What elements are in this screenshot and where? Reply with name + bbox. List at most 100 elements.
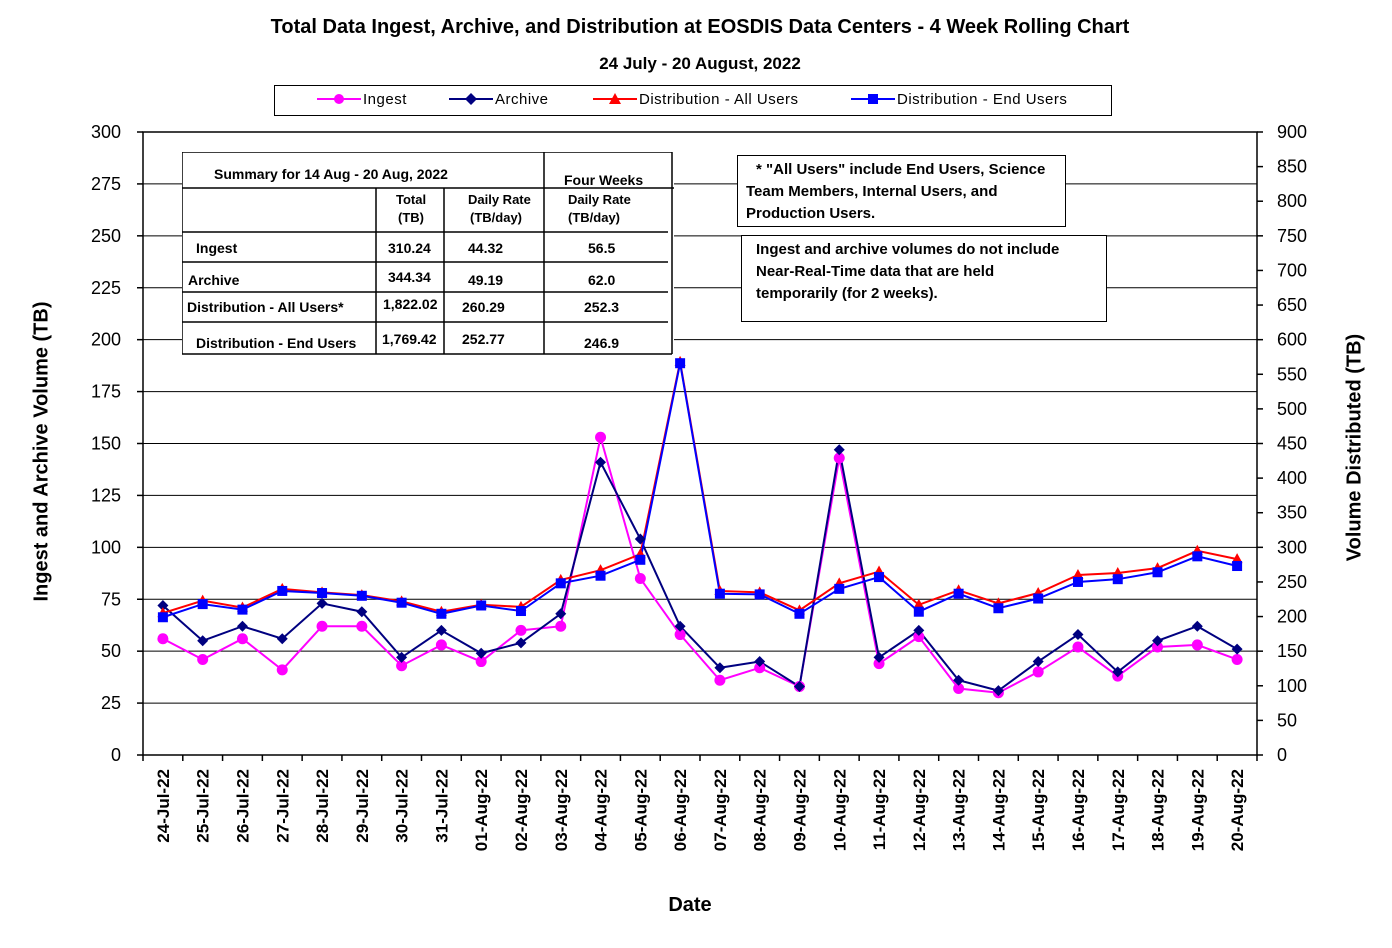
ingest-point [1032, 666, 1044, 678]
left-tick-label: 25 [101, 693, 121, 713]
ingest-point [833, 452, 845, 464]
left-tick-label: 50 [101, 641, 121, 661]
row-label-ingest: Ingest [196, 240, 238, 256]
ingest-point [316, 620, 328, 632]
ingest-point [356, 620, 368, 632]
archive-point [1072, 629, 1084, 641]
ingest-point [1072, 641, 1084, 653]
nrt-note: Ingest and archive volumes do not includ… [741, 235, 1107, 322]
distribution-end-users-line [162, 363, 1238, 619]
x-tick-label: 07-Aug-22 [711, 769, 730, 851]
right-tick-label: 850 [1277, 157, 1307, 177]
distribution-end-users-point [595, 570, 606, 581]
x-axis-title: Date [668, 894, 712, 916]
distribution-all-users-point [913, 598, 925, 609]
legend-label: Distribution - All Users [639, 91, 799, 108]
total-unit-header: (TB) [398, 210, 424, 225]
x-tick-label: 03-Aug-22 [552, 769, 571, 851]
right-tick-label: 100 [1277, 676, 1307, 696]
daily-rate-unit-header: (TB/day) [470, 210, 522, 225]
distribution-end-users-point [1112, 574, 1123, 585]
note-line: Team Members, Internal Users, and [746, 183, 998, 200]
right-tick-label: 400 [1277, 468, 1307, 488]
x-tick-label: 01-Aug-22 [472, 769, 491, 851]
four-weeks-rate-header: Daily Rate [568, 192, 631, 207]
ingest-point [475, 656, 487, 668]
legend-label: Distribution - End Users [897, 91, 1068, 108]
distribution-end-users-point [1192, 551, 1203, 562]
note-line: temporarily (for 2 weeks). [756, 285, 938, 302]
ingest-point [276, 664, 288, 676]
left-tick-label: 100 [91, 537, 121, 557]
distribution-end-users-point [1072, 576, 1083, 587]
right-tick-label: 550 [1277, 364, 1307, 384]
distribution-all-total: 1,822.02 [383, 296, 438, 312]
left-tick-label: 125 [91, 485, 121, 505]
note-line: Ingest and archive volumes do not includ… [756, 241, 1060, 258]
archive-line [162, 449, 1238, 692]
distribution-end-users-point [237, 604, 248, 615]
right-tick-label: 700 [1277, 260, 1307, 280]
archive-point [1152, 635, 1164, 647]
ingest-point [236, 633, 248, 645]
ingest-point [157, 633, 169, 645]
ingest-point [674, 629, 686, 641]
distribution-end-users-point [794, 608, 805, 619]
ingest-point [515, 624, 527, 636]
archive-point [1231, 643, 1243, 655]
archive-point [396, 651, 408, 663]
ingest-point [595, 431, 607, 443]
distribution-end-users-point [317, 588, 328, 599]
distribution-end-rate: 252.77 [462, 331, 505, 347]
ingest-rate: 44.32 [468, 240, 504, 256]
right-axis-title: Volume Distributed (TB) [1343, 333, 1366, 562]
x-tick-label: 20-Aug-22 [1228, 769, 1247, 851]
distribution-end-users-point [356, 590, 367, 601]
distribution-end-users-point [1152, 567, 1163, 578]
right-tick-label: 300 [1277, 537, 1307, 557]
summary-table-lines [182, 152, 674, 355]
distribution-all-users-point [1231, 553, 1243, 564]
x-tick-label: 15-Aug-22 [1029, 769, 1048, 851]
ingest-point [754, 662, 766, 674]
x-tick-label: 02-Aug-22 [512, 769, 531, 851]
distribution-end-users-point [993, 603, 1004, 614]
distribution-end-users-point [396, 597, 407, 608]
summary-title: Summary for 14 Aug - 20 Aug, 2022 [214, 166, 448, 182]
left-tick-label: 175 [91, 382, 121, 402]
archive-point [953, 674, 965, 686]
distribution-all-marker-icon [593, 93, 637, 104]
ingest-point [714, 674, 726, 686]
x-tick-label: 28-Jul-22 [313, 769, 332, 843]
four-weeks-rate-unit-header: (TB/day) [568, 210, 620, 225]
left-y-axis: 0 25 50 75 100 125 150 175 200 225 250 275 300 [91, 122, 143, 765]
distribution-end-users-point [913, 606, 924, 617]
left-tick-label: 300 [91, 122, 121, 142]
right-tick-label: 50 [1277, 710, 1297, 730]
distribution-end-users-point [714, 588, 725, 599]
all-users-note: * "All Users" include End Users, Science… [737, 155, 1066, 227]
left-axis-title: Ingest and Archive Volume (TB) [30, 301, 53, 602]
x-tick-label: 11-Aug-22 [870, 769, 889, 850]
ingest-line [162, 436, 1238, 694]
x-tick-label: 25-Jul-22 [194, 769, 213, 843]
x-tick-label: 29-Jul-22 [353, 769, 372, 843]
archive-point [674, 620, 686, 632]
x-tick-label: 16-Aug-22 [1069, 769, 1088, 851]
x-tick-label: 09-Aug-22 [790, 769, 809, 851]
distribution-end-total: 1,769.42 [382, 331, 437, 347]
note-line: Near-Real-Time data that are held [756, 263, 995, 280]
right-tick-label: 500 [1277, 399, 1307, 419]
legend-label: Ingest [363, 91, 407, 108]
right-tick-label: 200 [1277, 607, 1307, 627]
archive-point [754, 656, 766, 668]
x-tick-label: 30-Jul-22 [393, 769, 412, 843]
distribution-end-users-point [675, 358, 686, 369]
archive-point [833, 444, 845, 456]
archive-rate: 49.19 [468, 272, 504, 288]
archive-point [555, 608, 567, 620]
legend: Ingest Archive Distribution - All Users … [274, 85, 1112, 116]
archive-point [356, 606, 368, 618]
x-tick-label: 31-Jul-22 [432, 769, 451, 843]
